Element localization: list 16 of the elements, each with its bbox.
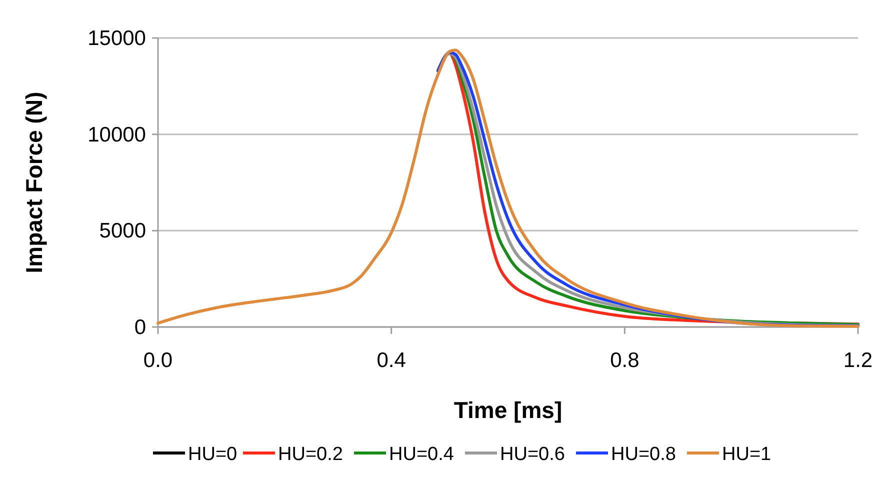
x-tick-label: 0.8: [610, 349, 640, 372]
y-tick-label: 5000: [99, 220, 146, 243]
legend-label: HU=0: [188, 444, 238, 465]
y-tick-label: 15000: [88, 27, 146, 50]
legend-label: HU=0.8: [611, 444, 676, 465]
y-axis-title: Impact Force (N): [21, 92, 47, 274]
y-tick-label: 10000: [88, 123, 146, 146]
legend-label: HU=0.6: [500, 444, 565, 465]
legend-label: HU=0.4: [389, 444, 454, 465]
legend-label: HU=0.2: [278, 444, 343, 465]
x-axis-title: Time [ms]: [454, 397, 562, 423]
legend-label: HU=1: [722, 444, 772, 465]
y-tick-label: 0: [134, 316, 146, 339]
x-tick-label: 0.4: [376, 349, 406, 372]
x-tick-label: 1.2: [843, 349, 873, 372]
x-tick-label: 0.0: [143, 349, 173, 372]
